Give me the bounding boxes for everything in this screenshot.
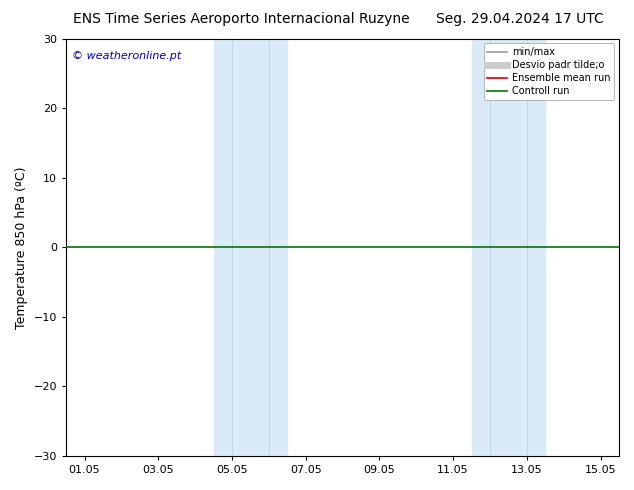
Text: Seg. 29.04.2024 17 UTC: Seg. 29.04.2024 17 UTC: [436, 12, 604, 26]
Text: ENS Time Series Aeroporto Internacional Ruzyne: ENS Time Series Aeroporto Internacional …: [73, 12, 409, 26]
Bar: [214, 39, 287, 456]
Y-axis label: Temperature 850 hPa (ºC): Temperature 850 hPa (ºC): [15, 166, 28, 328]
Bar: [472, 39, 545, 456]
Legend: min/max, Desvio padr tilde;o, Ensemble mean run, Controll run: min/max, Desvio padr tilde;o, Ensemble m…: [484, 44, 614, 100]
Text: © weatheronline.pt: © weatheronline.pt: [72, 51, 181, 61]
